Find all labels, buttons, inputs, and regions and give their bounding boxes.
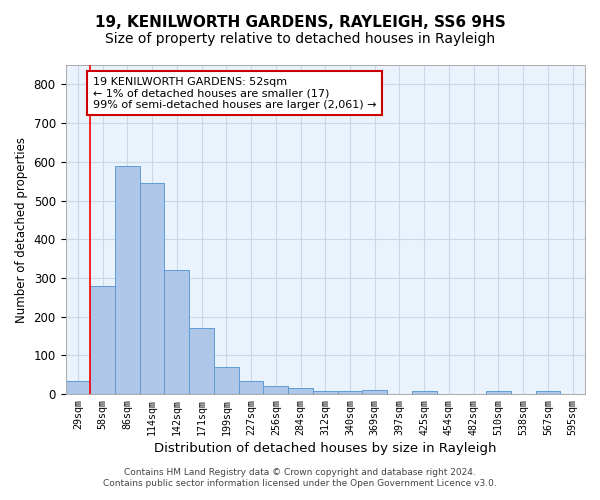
Bar [214, 367, 239, 394]
Bar [486, 391, 511, 394]
Bar [362, 390, 387, 394]
Bar [313, 391, 338, 394]
Bar [536, 391, 560, 394]
Bar [412, 391, 437, 394]
Y-axis label: Number of detached properties: Number of detached properties [15, 136, 28, 322]
Bar [338, 392, 362, 394]
Bar [189, 328, 214, 394]
Bar [288, 388, 313, 394]
Bar [239, 380, 263, 394]
Bar [90, 286, 115, 394]
Text: 19, KENILWORTH GARDENS, RAYLEIGH, SS6 9HS: 19, KENILWORTH GARDENS, RAYLEIGH, SS6 9H… [95, 15, 505, 30]
Text: Contains HM Land Registry data © Crown copyright and database right 2024.
Contai: Contains HM Land Registry data © Crown c… [103, 468, 497, 487]
Bar [164, 270, 189, 394]
Bar [115, 166, 140, 394]
X-axis label: Distribution of detached houses by size in Rayleigh: Distribution of detached houses by size … [154, 442, 497, 455]
Bar [140, 183, 164, 394]
Text: 19 KENILWORTH GARDENS: 52sqm
← 1% of detached houses are smaller (17)
99% of sem: 19 KENILWORTH GARDENS: 52sqm ← 1% of det… [93, 76, 376, 110]
Bar [263, 386, 288, 394]
Text: Size of property relative to detached houses in Rayleigh: Size of property relative to detached ho… [105, 32, 495, 46]
Bar [65, 380, 90, 394]
